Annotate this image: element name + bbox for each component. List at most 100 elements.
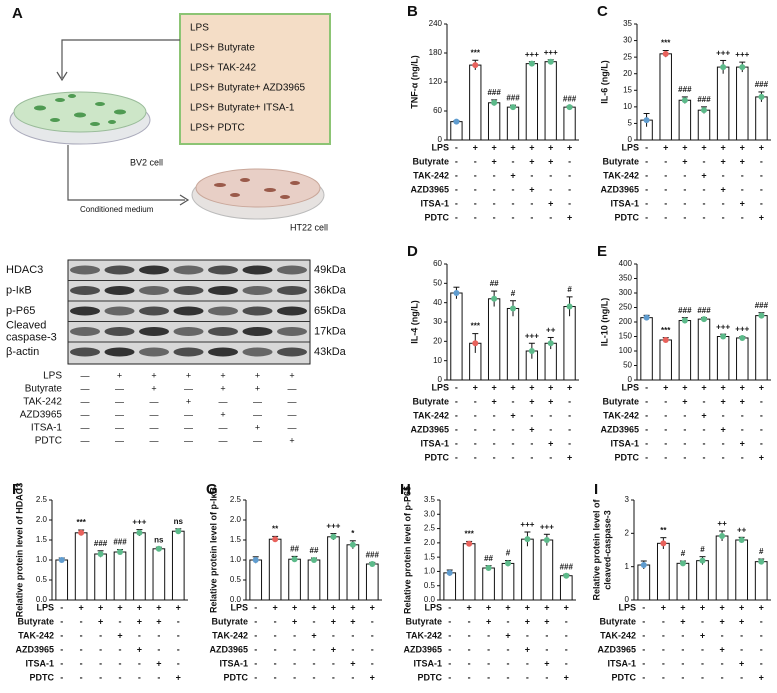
row-label: LPS bbox=[43, 371, 62, 382]
treatment-sign: - bbox=[274, 658, 277, 668]
significance: *** bbox=[464, 530, 474, 539]
treatment-sign: + bbox=[567, 382, 572, 392]
band bbox=[208, 347, 238, 357]
band bbox=[277, 306, 307, 316]
treatment-sign: - bbox=[722, 452, 725, 462]
y-tick-label: 2.5 bbox=[36, 495, 48, 504]
treatment-sign: - bbox=[468, 630, 471, 640]
y-tick-label: 60 bbox=[433, 259, 442, 268]
bar bbox=[487, 298, 501, 381]
treatment-sign: - bbox=[664, 198, 667, 208]
treatment-sign: - bbox=[741, 452, 744, 462]
treatment-sign: - bbox=[545, 644, 548, 654]
treatment-sign: - bbox=[455, 212, 458, 222]
bar bbox=[559, 575, 573, 601]
treatment-sign: - bbox=[474, 424, 477, 434]
treatment-sign: + bbox=[117, 630, 122, 640]
protein-size: 43kDa bbox=[314, 346, 347, 358]
mean-dot bbox=[510, 305, 516, 312]
y-tick-label: 50 bbox=[433, 278, 442, 287]
row-label: AZD3965 bbox=[20, 410, 63, 421]
bar bbox=[525, 63, 539, 141]
treatment-sign: + bbox=[137, 602, 142, 612]
band bbox=[173, 327, 204, 336]
treatment-sign: - bbox=[530, 198, 533, 208]
treatment: LPS+ TAK-242 bbox=[190, 63, 256, 74]
band bbox=[242, 286, 273, 295]
arrow bbox=[67, 145, 185, 201]
treatment-sign: - bbox=[487, 630, 490, 640]
y-axis-label: IL-10 (ng/L) bbox=[599, 298, 609, 347]
treatment-sign: - bbox=[493, 424, 496, 434]
significance: ## bbox=[484, 554, 493, 563]
treatment-sign: - bbox=[448, 672, 451, 682]
mean-dot bbox=[330, 533, 337, 540]
treatment-sign: - bbox=[760, 410, 763, 420]
treatment: LPS+ Butyrate bbox=[190, 43, 255, 54]
treatment-sign: + bbox=[331, 616, 336, 626]
mean-dot bbox=[78, 529, 85, 536]
significance: ### bbox=[94, 539, 108, 548]
panel-label: A bbox=[12, 5, 23, 22]
treatment-sign: - bbox=[371, 658, 374, 668]
treatment-sign: + bbox=[473, 142, 478, 152]
treatment-sign: + bbox=[273, 602, 278, 612]
treatment-sign: + bbox=[331, 644, 336, 654]
treatment-sign: - bbox=[507, 658, 510, 668]
treatment-sign: - bbox=[493, 184, 496, 194]
treatment-sign: - bbox=[664, 396, 667, 406]
treatment-sign: — bbox=[81, 422, 90, 432]
treatment-sign: - bbox=[254, 602, 257, 612]
treatment-sign: + bbox=[79, 602, 84, 612]
treatment-sign: - bbox=[662, 616, 665, 626]
y-tick-label: 10 bbox=[433, 356, 442, 365]
treatment-sign: - bbox=[565, 658, 568, 668]
treatment-sign: - bbox=[683, 424, 686, 434]
bar bbox=[563, 306, 576, 381]
treatment-sign: — bbox=[288, 383, 297, 393]
treatment-sign: — bbox=[219, 435, 228, 445]
significance: *** bbox=[471, 48, 481, 57]
treatment-sign: + bbox=[759, 452, 764, 462]
treatment-sign: + bbox=[759, 142, 764, 152]
treatment-sign: + bbox=[370, 602, 375, 612]
treatment-sign: - bbox=[254, 658, 257, 668]
bar bbox=[736, 66, 749, 141]
treatment-sign: - bbox=[545, 672, 548, 682]
treatment-sign: + bbox=[564, 602, 569, 612]
ht22-cells bbox=[195, 168, 321, 208]
treatment-sign: + bbox=[186, 370, 191, 380]
y-tick-label: 1.0 bbox=[424, 567, 436, 576]
treatment-sign: - bbox=[760, 438, 763, 448]
treatment-sign: + bbox=[682, 396, 687, 406]
mean-dot bbox=[662, 50, 669, 57]
y-tick-label: 40 bbox=[433, 298, 442, 307]
mean-dot bbox=[311, 557, 317, 563]
y-tick-label: 0 bbox=[625, 595, 630, 604]
treatment-sign: — bbox=[150, 435, 159, 445]
mean-dot bbox=[701, 107, 707, 114]
treatment-sign: + bbox=[544, 658, 549, 668]
row-label: TAK-242 bbox=[603, 170, 639, 180]
band bbox=[173, 347, 204, 357]
y-tick-label: 1.5 bbox=[230, 535, 242, 544]
treatment-sign: + bbox=[156, 616, 161, 626]
mean-dot bbox=[662, 336, 669, 343]
treatment-sign: - bbox=[645, 410, 648, 420]
treatment-sign: - bbox=[760, 396, 763, 406]
treatment-sign: + bbox=[701, 142, 706, 152]
treatment-sign: - bbox=[474, 212, 477, 222]
y-tick-label: 25 bbox=[623, 52, 632, 61]
bar bbox=[716, 336, 730, 381]
y-axis-label: Relative protein level of p-P65 bbox=[402, 486, 412, 614]
treatment-sign: + bbox=[186, 396, 191, 406]
bar bbox=[113, 551, 127, 601]
treatment-sign: - bbox=[371, 616, 374, 626]
treatment-sign: - bbox=[157, 644, 160, 654]
treatment-sign: + bbox=[739, 616, 744, 626]
bar bbox=[755, 315, 768, 381]
y-tick-label: 120 bbox=[429, 77, 443, 86]
significance: ### bbox=[506, 93, 520, 102]
treatment-sign: - bbox=[722, 212, 725, 222]
band bbox=[70, 265, 100, 275]
